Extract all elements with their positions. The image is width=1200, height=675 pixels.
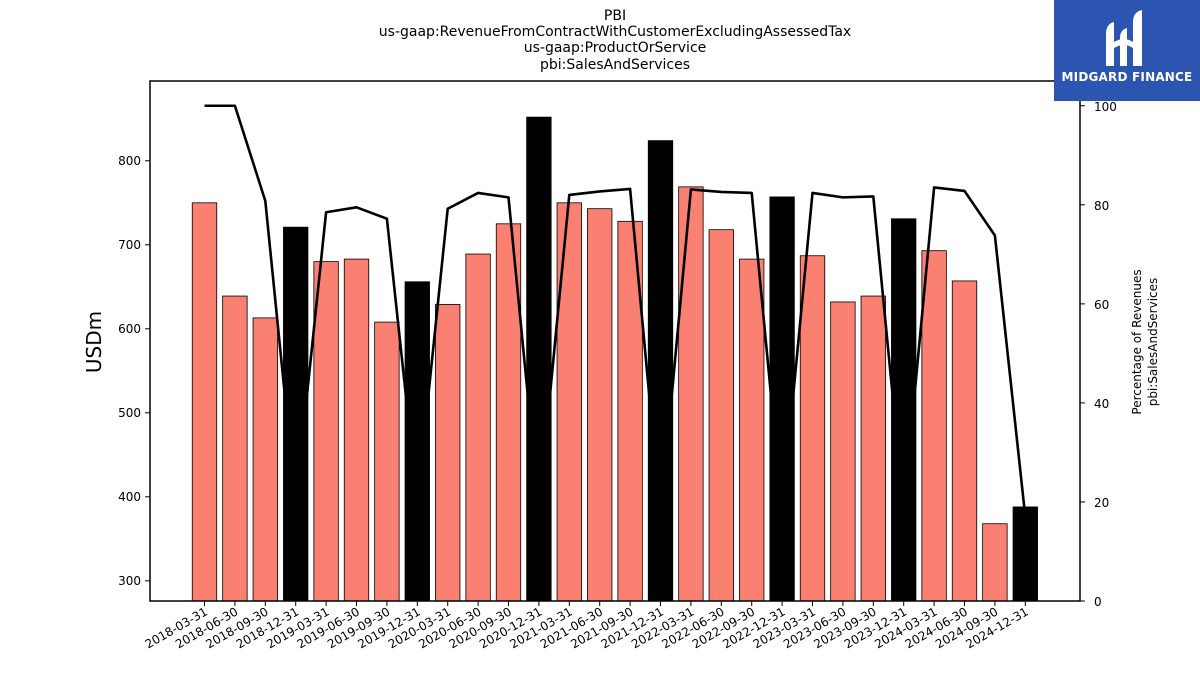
- annual-bar: [404, 281, 430, 602]
- midgard-finance-logo: MIDGARD FINANCE: [1054, 0, 1200, 101]
- quarter-bar: [921, 250, 947, 602]
- left-tick-label: 500: [118, 406, 141, 420]
- title-line-1: PBI: [604, 8, 626, 24]
- quarter-bar: [951, 280, 978, 602]
- right-tick-label: 20: [1094, 496, 1109, 510]
- right-tick-label: 60: [1094, 298, 1109, 312]
- quarter-bar: [374, 321, 400, 602]
- quarter-bar: [343, 258, 370, 602]
- quarter-bar: [587, 208, 613, 602]
- plot-frame: [149, 80, 1081, 602]
- quarter-bar: [739, 258, 765, 602]
- quarter-bar: [313, 261, 339, 602]
- quarter-bar: [191, 202, 218, 602]
- annual-bar: [769, 196, 795, 602]
- quarter-bar: [465, 253, 491, 602]
- quarter-bar: [252, 317, 278, 602]
- left-tick-label: 800: [118, 154, 141, 168]
- quarter-bar: [708, 229, 734, 602]
- logo-text: MIDGARD FINANCE: [1061, 70, 1193, 84]
- quarter-bar: [860, 295, 886, 602]
- bar-series: [191, 116, 1038, 602]
- right-tick-label: 100: [1094, 100, 1117, 114]
- quarter-bar: [435, 304, 461, 602]
- y-axis-label-left: USDm: [82, 311, 106, 373]
- right-tick-label: 0: [1094, 595, 1102, 609]
- left-tick-label: 300: [118, 574, 141, 588]
- logo-mark-icon: [1106, 10, 1142, 66]
- quarter-bar: [982, 523, 1008, 602]
- title-line-4: pbi:SalesAndServices: [540, 57, 690, 73]
- x-axis: 2018-03-312018-06-302018-09-302018-12-31…: [143, 601, 1031, 651]
- chart-title: PBI us-gaap:RevenueFromContractWithCusto…: [379, 8, 851, 73]
- axes: [149, 80, 1081, 602]
- left-tick-label: 700: [118, 238, 141, 252]
- quarter-bar: [678, 186, 704, 602]
- right-tick-label: 80: [1094, 199, 1109, 213]
- left-tick-label: 400: [118, 490, 141, 504]
- right-tick-label: 40: [1094, 397, 1109, 411]
- annual-bar: [647, 140, 674, 602]
- quarter-bar: [830, 301, 856, 602]
- y-axis-label-right-line-1: Percentage of Revenues: [1130, 269, 1144, 414]
- y-axis-label-right-line-2: pbi:SalesAndServices: [1146, 278, 1160, 407]
- quarter-bar: [222, 295, 248, 602]
- title-line-2: us-gaap:RevenueFromContractWithCustomerE…: [379, 24, 851, 40]
- annual-bar: [526, 116, 552, 602]
- quarter-bar: [556, 202, 582, 602]
- left-y-axis: 300 400 500 600 700 800: [118, 154, 150, 588]
- percentage-line-series: [204, 104, 1027, 519]
- quarter-bar: [799, 255, 826, 602]
- percentage-line: [204, 104, 1027, 519]
- title-line-3: us-gaap:ProductOrService: [524, 40, 707, 56]
- right-y-axis: 0 20 40 60 80 100: [1080, 100, 1117, 609]
- left-tick-label: 600: [118, 322, 141, 336]
- annual-bar: [1012, 506, 1038, 602]
